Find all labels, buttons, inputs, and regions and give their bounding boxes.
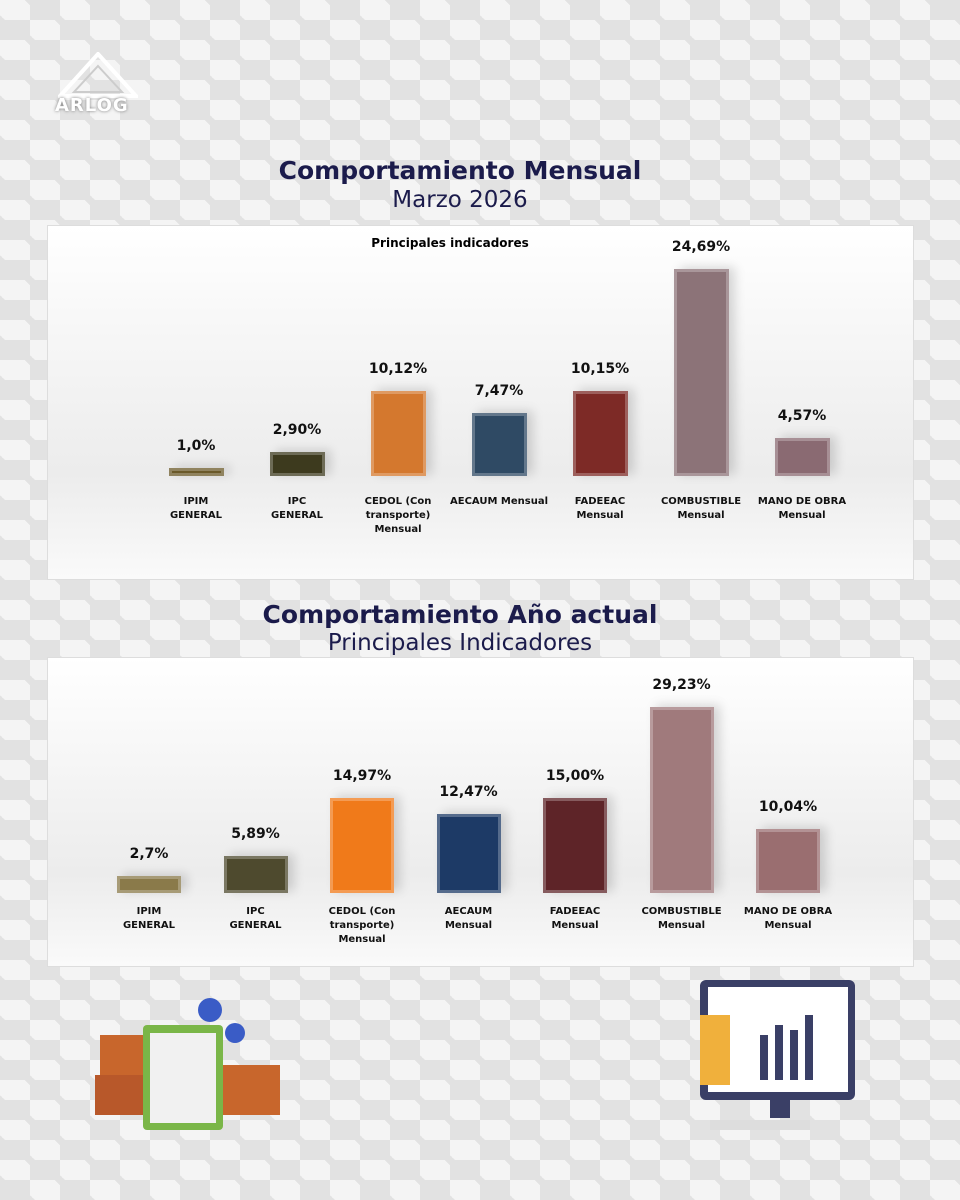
bar [471,413,527,476]
value-label: 15,00% [545,767,605,784]
value-label: 7,47% [474,383,524,400]
bar [117,875,181,893]
chart-subtitle: Marzo 2026 [392,187,528,213]
bar [330,797,394,893]
logo: ARLOG [55,95,129,116]
category-label: COMBUSTIBLE Mensual [641,906,722,931]
value-label: 10,04% [758,799,818,816]
category-label: IPC GENERAL [270,496,324,521]
chart-title: Comportamiento Mensual [278,156,642,185]
value-label: 10,12% [368,361,428,378]
bar [436,813,501,893]
category-label: FADEEAC Mensual [574,496,626,521]
category-label: IPIM GENERAL [122,906,176,931]
value-label: 5,89% [231,825,280,842]
value-label: 12,47% [439,783,498,800]
value-label: 4,57% [777,407,827,424]
category-label: FADEEAC Mensual [549,906,601,931]
value-label: 2,90% [272,421,322,438]
category-label: AECAUM Mensual [444,906,493,931]
category-label: MANO DE OBRA Mensual [743,906,833,931]
computer-icon [700,980,855,1130]
chart-subtitle: Principales Indicadores [327,630,593,656]
chart-panel [47,225,914,580]
bar [543,797,607,893]
value-label: 14,97% [332,767,392,784]
bar [572,390,628,476]
bar [649,707,714,893]
bar [269,451,325,476]
bar [223,855,288,893]
bar [168,467,224,476]
category-label: CEDOL (Con transporte) Mensual [364,496,432,535]
bar [673,269,729,476]
category-label: COMBUSTIBLE Mensual [660,496,742,521]
bar [370,391,426,476]
value-label: 24,69% [671,239,731,255]
bar [756,829,820,893]
value-label: 29,23% [652,677,711,693]
category-label: MANO DE OBRA Mensual [757,496,847,521]
logistics-icon [95,998,280,1130]
category-label: IPIM GENERAL [169,496,223,521]
bar [774,437,830,476]
category-label: IPC GENERAL [229,906,282,931]
chart-title: Comportamiento Año actual [262,600,658,629]
chart-inner-title: Principales indicadores [371,236,529,250]
value-label: 1,0% [176,437,216,454]
chart-panel [47,657,914,967]
logo-mark [58,52,138,98]
category-label: AECAUM Mensual [450,496,548,507]
value-label: 2,7% [129,845,169,862]
value-label: 10,15% [570,360,630,377]
category-label: CEDOL (Con transporte) Mensual [328,906,396,945]
